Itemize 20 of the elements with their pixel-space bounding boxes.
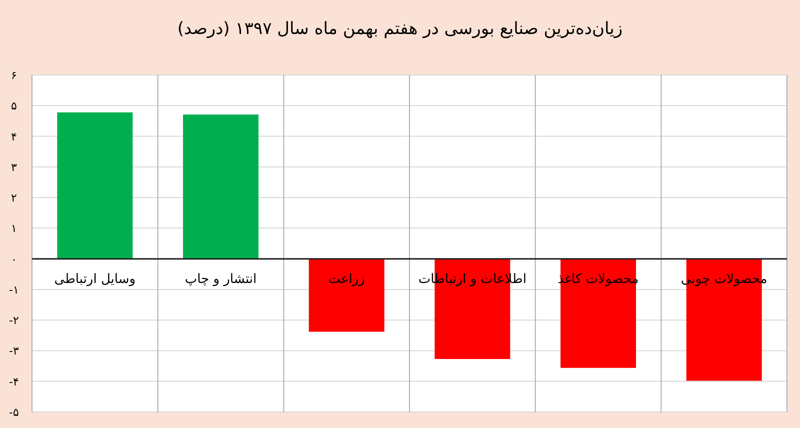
chart-title: زیان‌ده‌ترین صنایع بورسی در هفتم بهمن ماه سال ۱۳۹۷ (درصد) bbox=[177, 19, 623, 39]
x-tick-label: زراعت bbox=[328, 272, 365, 287]
bar bbox=[560, 258, 636, 368]
x-tick-label: وسایل ارتباطی bbox=[54, 272, 136, 287]
bar bbox=[183, 114, 258, 259]
y-tick-label: -۲ bbox=[9, 314, 20, 328]
y-tick-label: ۲ bbox=[11, 192, 18, 205]
y-tick-label: -۴ bbox=[9, 375, 20, 388]
y-tick-label: -۳ bbox=[9, 344, 20, 358]
y-tick-label: ۱ bbox=[11, 222, 17, 236]
y-tick-label: ۵ bbox=[11, 100, 18, 113]
bar bbox=[308, 258, 384, 332]
bar bbox=[57, 112, 133, 259]
y-tick-label: ۴ bbox=[11, 130, 18, 144]
y-tick-label: -۱ bbox=[9, 283, 19, 296]
y-tick-label: ۳ bbox=[11, 160, 18, 174]
y-tick-label: ۰ bbox=[11, 252, 17, 266]
x-tick-label: انتشار و چاپ bbox=[184, 272, 257, 287]
y-tick-label: ۶ bbox=[11, 69, 17, 82]
y-tick-label: -۵ bbox=[9, 406, 20, 419]
